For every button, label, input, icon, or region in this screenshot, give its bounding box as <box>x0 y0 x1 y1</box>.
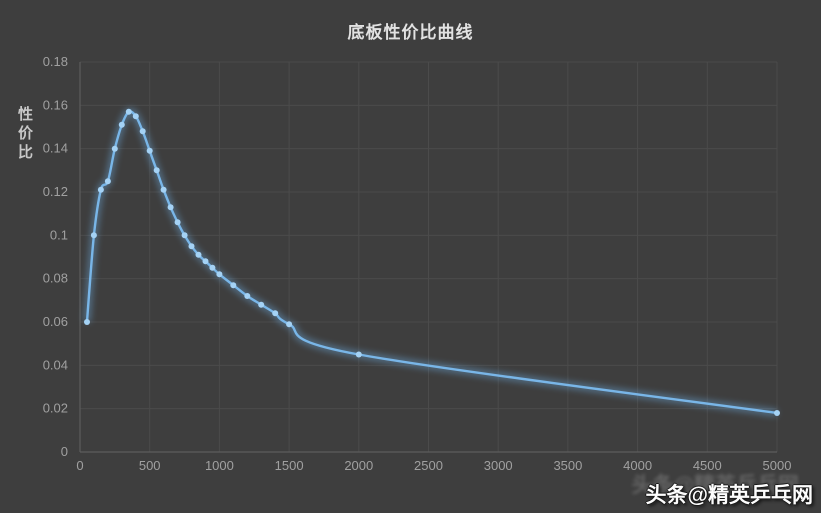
y-tick-label: 0.08 <box>43 271 68 286</box>
x-tick-label: 5000 <box>763 458 792 473</box>
data-point <box>286 321 293 328</box>
y-tick-label: 0.1 <box>50 227 68 242</box>
data-point <box>104 178 111 185</box>
x-tick-label: 3000 <box>484 458 513 473</box>
x-tick-label: 1000 <box>205 458 234 473</box>
x-tick-label: 2000 <box>344 458 373 473</box>
data-point <box>153 167 160 174</box>
y-tick-label: 0.06 <box>43 314 68 329</box>
data-point <box>174 219 181 226</box>
x-tick-label: 4000 <box>623 458 652 473</box>
data-point <box>258 301 265 308</box>
series-points <box>84 108 780 416</box>
x-tick-label: 4500 <box>693 458 722 473</box>
data-point <box>244 293 251 299</box>
y-tick-label: 0.12 <box>43 184 68 199</box>
data-point <box>355 351 362 358</box>
chart-title: 底板性价比曲线 <box>347 23 474 42</box>
data-point <box>272 310 279 317</box>
x-tick-label: 2500 <box>414 458 443 473</box>
x-axis-labels: 0 500 1000 1500 2000 2500 3000 3500 4000 4500 5000 <box>76 458 791 473</box>
data-point <box>160 186 167 193</box>
watermark-text: 头条@精英乒乓网 <box>645 484 813 507</box>
data-point <box>188 243 195 250</box>
y-tick-label: 0.16 <box>43 97 68 112</box>
y-tick-label: 0.18 <box>43 54 68 69</box>
x-tick-label: 0 <box>76 458 83 473</box>
data-point <box>774 410 780 416</box>
data-point <box>118 121 125 128</box>
y-tick-label: 0.02 <box>43 401 68 416</box>
data-point <box>139 128 146 135</box>
series-line-glow <box>83 107 778 417</box>
watermark-shadow-text: 头条@精英乒乓网 <box>631 474 799 497</box>
y-tick-label: 0.04 <box>43 357 68 372</box>
data-point <box>97 186 104 193</box>
gridlines <box>79 61 778 453</box>
x-tick-label: 3500 <box>553 458 582 473</box>
y-tick-label: 0 <box>61 444 68 459</box>
watermark: 头条@精英乒乓网 头条@精英乒乓网 <box>632 474 813 509</box>
data-point <box>84 319 90 325</box>
x-tick-label: 500 <box>139 458 161 473</box>
data-point <box>132 113 139 120</box>
data-point <box>90 232 97 239</box>
data-point <box>111 145 118 152</box>
data-point <box>195 251 202 258</box>
data-point <box>230 282 237 289</box>
data-point <box>209 264 216 271</box>
data-point <box>202 258 209 265</box>
y-axis-title: 性价比 <box>16 106 33 163</box>
data-point <box>125 108 132 115</box>
data-point <box>181 232 188 239</box>
y-tick-label: 0.14 <box>43 141 68 156</box>
data-point <box>216 271 223 278</box>
axes <box>79 62 777 453</box>
y-axis-labels: 0 0.02 0.04 0.06 0.08 0.1 0.12 0.14 0.16 0.18 <box>43 54 68 459</box>
data-point <box>167 204 174 211</box>
data-point <box>146 147 153 154</box>
x-tick-label: 1500 <box>275 458 304 473</box>
